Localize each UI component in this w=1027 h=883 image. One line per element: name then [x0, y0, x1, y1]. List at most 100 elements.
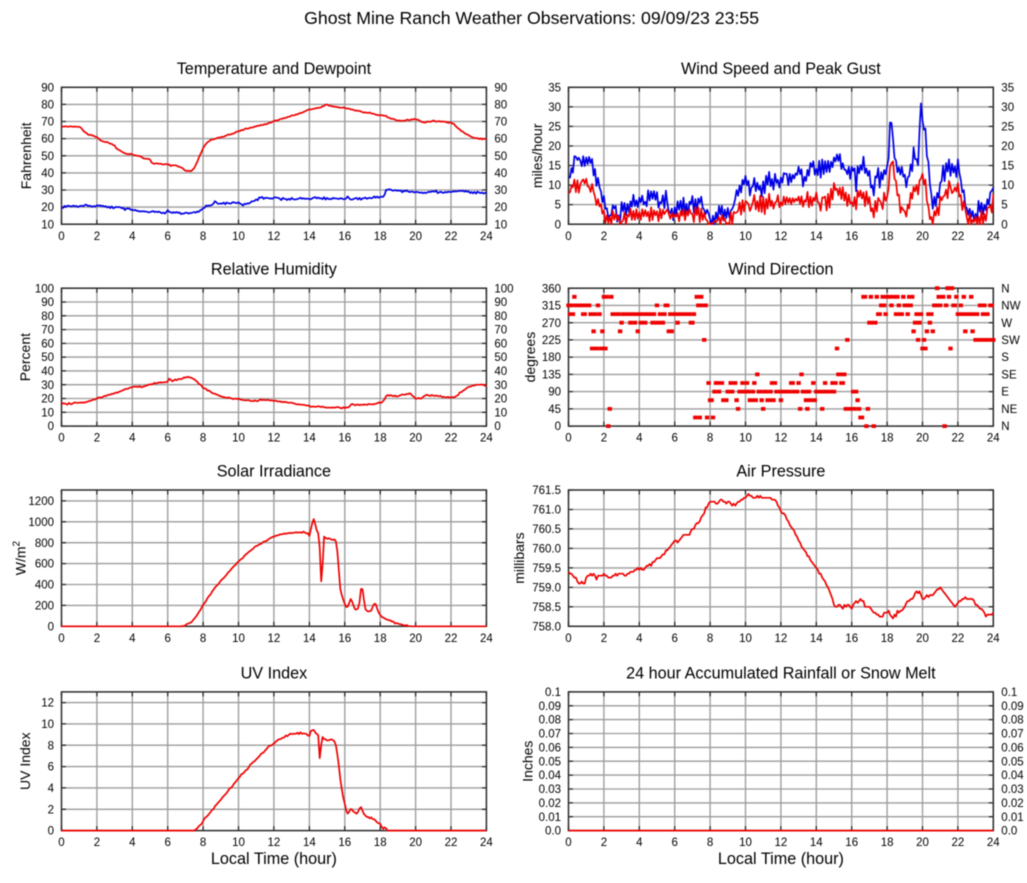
svg-text:12: 12	[775, 633, 788, 645]
svg-text:0.06: 0.06	[539, 743, 561, 755]
svg-text:180: 180	[542, 352, 561, 364]
svg-text:6: 6	[671, 633, 677, 645]
svg-text:0.02: 0.02	[539, 798, 561, 810]
svg-text:0.04: 0.04	[1001, 770, 1024, 782]
svg-text:10: 10	[739, 633, 752, 645]
svg-text:Ghost Mine Ranch Weather Obser: Ghost Mine Ranch Weather Observations: 0…	[304, 8, 759, 28]
svg-text:0: 0	[565, 837, 571, 849]
svg-text:70: 70	[494, 325, 507, 337]
svg-text:40: 40	[41, 168, 54, 180]
svg-text:16: 16	[338, 633, 351, 645]
svg-text:Solar Irradiance: Solar Irradiance	[217, 463, 331, 481]
svg-text:14: 14	[810, 433, 823, 445]
svg-text:2: 2	[94, 231, 100, 243]
svg-text:0: 0	[48, 826, 54, 838]
svg-text:22: 22	[952, 837, 965, 849]
svg-text:20: 20	[409, 633, 422, 645]
svg-text:18: 18	[881, 837, 894, 849]
svg-text:4: 4	[129, 231, 136, 243]
svg-text:20: 20	[1001, 141, 1014, 153]
svg-text:NE: NE	[1001, 404, 1017, 416]
svg-text:Temperature and Dewpoint: Temperature and Dewpoint	[177, 60, 372, 78]
svg-text:315: 315	[542, 301, 561, 313]
svg-text:4: 4	[129, 433, 136, 445]
svg-text:0.01: 0.01	[539, 812, 561, 824]
svg-text:0.03: 0.03	[539, 784, 561, 796]
svg-text:0.03: 0.03	[1001, 784, 1023, 796]
svg-text:0: 0	[58, 837, 64, 849]
svg-text:400: 400	[35, 580, 54, 592]
svg-text:Relative Humidity: Relative Humidity	[211, 261, 338, 279]
svg-text:24: 24	[987, 433, 1000, 445]
svg-text:22: 22	[445, 837, 458, 849]
svg-text:5: 5	[1001, 200, 1007, 212]
svg-text:20: 20	[916, 837, 929, 849]
svg-text:70: 70	[494, 117, 507, 129]
svg-text:30: 30	[494, 185, 507, 197]
svg-text:22: 22	[952, 231, 965, 243]
svg-text:80: 80	[41, 100, 54, 112]
svg-text:20: 20	[916, 433, 929, 445]
svg-text:35: 35	[548, 82, 561, 94]
svg-text:90: 90	[41, 297, 54, 309]
svg-text:24 hour Accumulated Rainfall o: 24 hour Accumulated Rainfall or Snow Mel…	[626, 664, 936, 682]
svg-text:10: 10	[739, 433, 752, 445]
svg-text:12: 12	[268, 433, 281, 445]
svg-text:4: 4	[636, 837, 643, 849]
svg-text:12: 12	[775, 433, 788, 445]
svg-text:14: 14	[303, 433, 316, 445]
svg-text:270: 270	[542, 318, 561, 330]
svg-text:50: 50	[494, 352, 507, 364]
svg-text:14: 14	[303, 837, 316, 849]
svg-text:20: 20	[41, 394, 54, 406]
svg-text:6: 6	[164, 633, 170, 645]
svg-text:30: 30	[41, 380, 54, 392]
svg-text:24: 24	[987, 231, 1000, 243]
svg-text:0.09: 0.09	[1001, 701, 1023, 713]
svg-text:22: 22	[445, 231, 458, 243]
svg-text:6: 6	[671, 837, 677, 849]
svg-text:18: 18	[881, 231, 894, 243]
svg-text:8: 8	[200, 633, 206, 645]
svg-text:90: 90	[548, 387, 561, 399]
svg-text:0: 0	[494, 421, 500, 433]
svg-text:20: 20	[409, 433, 422, 445]
svg-text:0.1: 0.1	[1001, 687, 1017, 699]
svg-text:0: 0	[58, 633, 64, 645]
svg-text:20: 20	[494, 202, 507, 214]
svg-text:14: 14	[810, 837, 823, 849]
svg-text:6: 6	[164, 433, 170, 445]
svg-text:25: 25	[1001, 122, 1014, 134]
svg-text:4: 4	[636, 633, 643, 645]
svg-text:N: N	[1001, 421, 1009, 433]
svg-text:0.1: 0.1	[545, 687, 561, 699]
svg-text:35: 35	[1001, 82, 1014, 94]
svg-text:600: 600	[35, 559, 54, 571]
svg-text:22: 22	[952, 433, 965, 445]
svg-text:100: 100	[35, 283, 54, 295]
svg-text:22: 22	[445, 433, 458, 445]
svg-text:Air Pressure: Air Pressure	[736, 463, 825, 481]
svg-text:60: 60	[41, 339, 54, 351]
svg-text:10: 10	[739, 837, 752, 849]
svg-text:UV Index: UV Index	[241, 664, 308, 682]
svg-text:Percent: Percent	[17, 333, 33, 381]
svg-text:0: 0	[48, 421, 54, 433]
svg-text:70: 70	[41, 325, 54, 337]
svg-text:100: 100	[494, 283, 513, 295]
svg-text:2: 2	[601, 837, 607, 849]
svg-text:8: 8	[707, 837, 713, 849]
svg-text:761.5: 761.5	[532, 485, 561, 497]
svg-text:12: 12	[268, 231, 281, 243]
svg-text:12: 12	[268, 837, 281, 849]
svg-text:16: 16	[338, 433, 351, 445]
svg-text:millibars: millibars	[511, 532, 527, 583]
svg-text:0.08: 0.08	[539, 715, 561, 727]
svg-text:10: 10	[41, 719, 54, 731]
svg-text:800: 800	[35, 538, 54, 550]
svg-text:Wind Direction: Wind Direction	[728, 261, 833, 279]
svg-text:10: 10	[232, 231, 245, 243]
svg-text:40: 40	[494, 366, 507, 378]
svg-text:18: 18	[374, 633, 387, 645]
svg-text:2: 2	[94, 433, 100, 445]
